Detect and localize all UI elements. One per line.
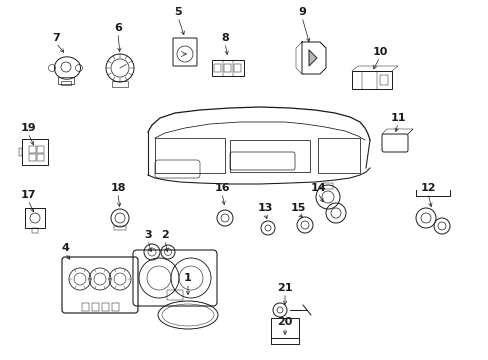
Bar xyxy=(379,75,387,85)
Bar xyxy=(270,318,298,338)
Bar xyxy=(112,81,128,87)
Bar xyxy=(102,303,109,311)
Text: 11: 11 xyxy=(389,113,405,123)
Bar xyxy=(25,208,45,228)
Text: 6: 6 xyxy=(114,23,122,33)
Text: 17: 17 xyxy=(20,190,36,200)
Text: 14: 14 xyxy=(309,183,325,193)
Text: 7: 7 xyxy=(52,33,60,43)
Bar xyxy=(61,81,71,85)
Bar xyxy=(29,146,36,153)
Text: 21: 21 xyxy=(277,283,292,293)
Bar xyxy=(214,64,221,72)
Bar xyxy=(32,228,38,233)
Bar xyxy=(234,64,241,72)
Bar xyxy=(19,148,22,156)
Text: 1: 1 xyxy=(184,273,191,283)
Text: 5: 5 xyxy=(174,7,182,17)
Text: 19: 19 xyxy=(20,123,36,133)
Bar xyxy=(229,140,309,172)
Bar xyxy=(37,154,44,161)
Bar xyxy=(317,138,359,173)
Text: 13: 13 xyxy=(257,203,272,213)
Bar xyxy=(351,71,391,89)
Bar xyxy=(114,226,126,230)
Text: 3: 3 xyxy=(144,230,151,240)
Polygon shape xyxy=(308,50,316,66)
Text: 10: 10 xyxy=(371,47,387,57)
Bar xyxy=(58,77,74,84)
Bar xyxy=(212,60,244,76)
Bar xyxy=(22,139,48,165)
Bar xyxy=(224,64,230,72)
Bar xyxy=(112,303,119,311)
Bar xyxy=(167,290,183,300)
Text: 12: 12 xyxy=(419,183,435,193)
Bar xyxy=(29,154,36,161)
Text: 16: 16 xyxy=(214,183,229,193)
Text: 15: 15 xyxy=(290,203,305,213)
Text: 9: 9 xyxy=(298,7,305,17)
Text: 20: 20 xyxy=(277,317,292,327)
Text: 8: 8 xyxy=(221,33,228,43)
Text: 4: 4 xyxy=(61,243,69,253)
Bar xyxy=(92,303,99,311)
Text: 2: 2 xyxy=(161,230,168,240)
Bar xyxy=(82,303,89,311)
Text: 18: 18 xyxy=(110,183,125,193)
Bar xyxy=(37,146,44,153)
Bar xyxy=(323,183,332,189)
Bar xyxy=(155,138,224,173)
